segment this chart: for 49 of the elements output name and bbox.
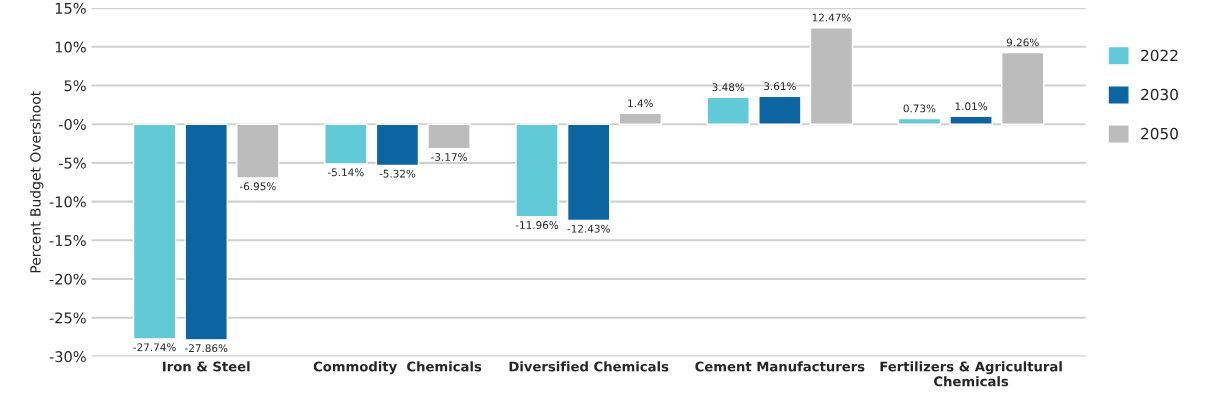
data-label: -5.32% [379,169,416,178]
data-label: 0.73% [903,104,936,113]
x-tick-label: Iron & Steel [163,361,250,372]
bar [897,117,942,125]
y-tick-label: -30% [49,351,86,363]
data-label: 1.4% [628,99,653,108]
y-tick-label: 5% [64,80,86,92]
data-label: 9.26% [1006,38,1039,47]
data-label: -6.95% [239,182,276,191]
bar [427,123,471,150]
legend-label: 2050 [1141,127,1178,140]
bar [758,95,802,125]
data-label: 1.01% [955,102,988,111]
bar [566,123,611,222]
y-tick-label: 15% [55,2,86,14]
legend-label: 2022 [1141,49,1178,62]
bar [515,123,559,218]
x-tick-label: Fertilizers & Agricultural Chemicals [880,361,1062,387]
y-tick-label: -0% [58,118,86,130]
y-tick-label: -20% [49,273,86,285]
bar [236,123,280,179]
bar [949,115,993,125]
bar [324,123,368,165]
bar [375,123,420,167]
bar [132,123,177,340]
bar [706,96,750,125]
data-label: -3.17% [431,153,467,161]
y-tick-label: -25% [49,312,86,324]
bar [809,26,854,125]
data-label: 3.48% [712,83,745,92]
data-label: 12.47% [812,13,851,22]
y-tick-label: 10% [55,41,86,53]
y-tick-label: -15% [49,235,86,247]
y-tick-label: -10% [49,196,86,208]
bar [1000,51,1045,125]
y-axis-title: Percent Budget Overshoot [29,91,44,273]
legend-label: 2030 [1141,88,1178,101]
data-label: 3.61% [764,82,796,91]
data-label: -27.86% [185,344,228,353]
bar [618,112,663,125]
x-tick-label: Cement Manufacturers [695,361,865,372]
data-label: -12.43% [567,224,610,233]
data-label: -11.96% [515,221,559,229]
x-tick-label: Diversified Chemicals [509,361,669,372]
data-label: -5.14% [327,168,364,177]
y-tick-label: -5% [58,157,86,169]
x-tick-label: Commodity Chemicals [313,361,482,375]
bar [184,123,228,341]
data-label: -27.74% [133,343,176,352]
